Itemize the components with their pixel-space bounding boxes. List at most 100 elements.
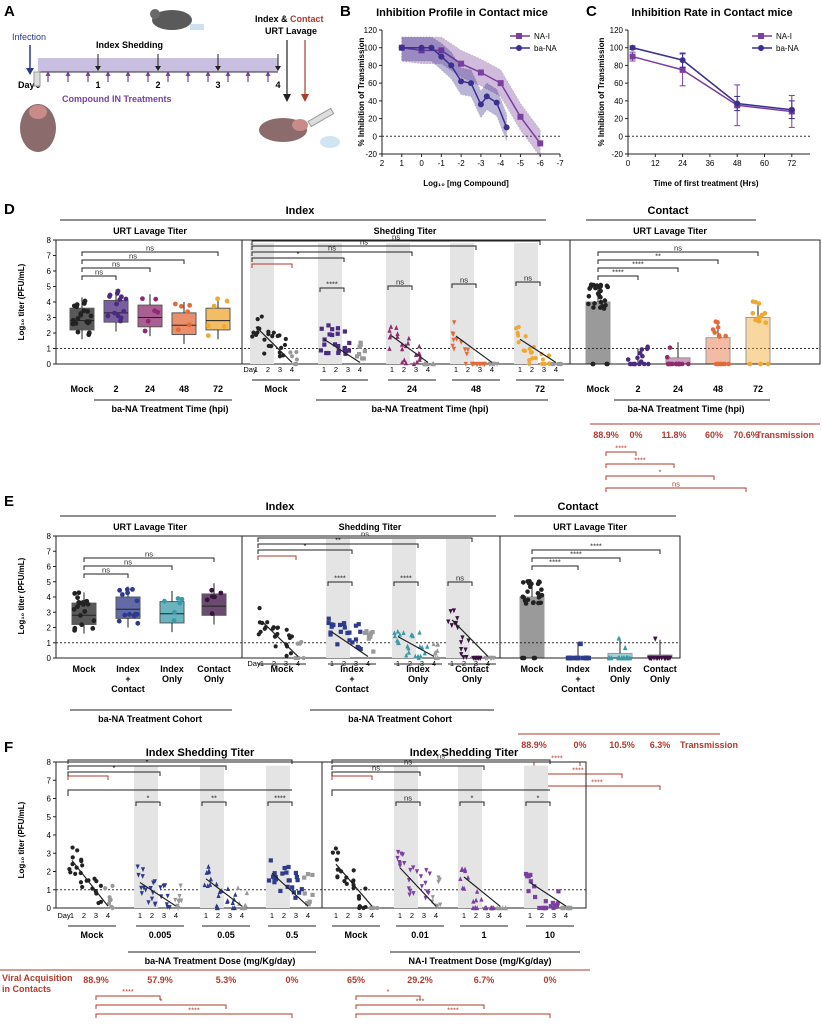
sig-label: ns: [145, 550, 153, 559]
data-point: [493, 99, 500, 106]
day-label: 4: [554, 365, 558, 374]
data-point: [423, 880, 428, 886]
data-point: [76, 600, 82, 605]
data-point: [233, 891, 238, 897]
data-point: [679, 66, 686, 73]
data-point: [85, 601, 91, 607]
data-point: [106, 901, 111, 906]
sig-bracket: [331, 789, 550, 796]
data-point: [387, 327, 392, 333]
data-point: [362, 630, 368, 636]
series-line: [632, 55, 792, 113]
data-point: [224, 298, 230, 304]
sig-label: *: [146, 758, 149, 767]
data-point: [262, 337, 267, 342]
data-point: [118, 315, 124, 321]
legend-square-icon: [516, 33, 522, 39]
data-point: [326, 620, 331, 626]
sig-bracket: [83, 557, 215, 562]
f-plot-area: 1 2 3 4 1 2 3 4 1 2 3 4 1 2 3 4 1 2 3 4 1 2 3 4 1 2 3 4 1 2 3 4****nsns…: [56, 752, 586, 920]
data-point: [86, 319, 92, 325]
data-point: [602, 298, 608, 303]
data-point: [297, 641, 303, 646]
sig-bracket: [597, 267, 679, 272]
chart-b-title: Inhibition Profile in Contact mice: [376, 7, 548, 19]
data-point: [419, 884, 424, 889]
sig-label: ns: [372, 764, 380, 773]
data-point: [521, 655, 527, 661]
data-point: [578, 641, 583, 647]
day-label: 2: [530, 365, 534, 374]
data-point: [645, 344, 650, 350]
data-point: [162, 598, 167, 604]
e-urt-contact-title: URT Lavage Titer: [553, 522, 627, 532]
category-label: Index: [608, 664, 632, 674]
y-tick-label: 4: [47, 831, 52, 840]
data-point: [408, 888, 413, 894]
data-point: [173, 897, 178, 903]
legend-bana: ba-NA: [534, 44, 557, 53]
data-point: [606, 655, 612, 661]
data-point: [351, 885, 356, 891]
data-point: [422, 650, 427, 656]
y-tick-label: 100: [610, 44, 624, 53]
sig-label: ns: [392, 233, 400, 242]
data-point: [288, 350, 293, 355]
data-point: [497, 80, 504, 87]
data-point: [398, 44, 405, 51]
data-point: [140, 867, 146, 873]
data-point: [338, 869, 344, 874]
data-point: [139, 891, 144, 896]
f-viral-row: 88.9% 57.9% 5.3% 0% 65% 29.2% 6.7% 0%: [83, 975, 556, 985]
sig-label: ns: [404, 794, 412, 803]
data-point: [293, 361, 298, 367]
data-point: [460, 635, 465, 641]
data-point: [164, 902, 169, 908]
panel-c: C Inhibition Rate in Contact mice % Inhi…: [586, 3, 810, 188]
day-label: 2: [282, 911, 286, 920]
sig-label: ns: [124, 558, 132, 567]
sig-label: ns: [672, 480, 680, 489]
category-label: Only: [610, 674, 630, 684]
y-tick-label: 6: [47, 563, 52, 572]
sig-label: ns: [361, 530, 369, 539]
e-urt-title: URT Lavage Titer: [113, 522, 187, 532]
data-point: [527, 358, 532, 363]
data-point: [127, 611, 132, 617]
data-point: [438, 47, 445, 54]
data-point: [471, 898, 476, 904]
panel-d: D Index Contact URT Lavage Titer Sheddin…: [4, 201, 821, 492]
data-point: [462, 885, 467, 891]
data-point: [259, 314, 264, 319]
data-point: [134, 598, 140, 604]
category-label: 72: [753, 384, 763, 394]
day1-shading: [458, 765, 482, 908]
data-point: [91, 618, 97, 624]
x-tick-label: 1: [400, 159, 405, 168]
data-point: [121, 308, 127, 314]
sig-label: ****: [326, 280, 338, 289]
y-tick-label: 0: [619, 132, 624, 141]
data-point: [476, 655, 481, 661]
data-point: [400, 359, 405, 365]
data-point: [205, 323, 211, 329]
data-point: [483, 93, 490, 100]
transmission-value: 6.3%: [650, 740, 671, 750]
shedding-ticks: [95, 54, 281, 71]
data-point: [357, 905, 362, 911]
sig-label: ns: [396, 278, 404, 287]
day-label: 4: [240, 911, 244, 920]
day-label: 1: [462, 911, 466, 920]
data-point: [433, 655, 438, 661]
sig-label: *: [297, 250, 300, 259]
data-point: [388, 324, 394, 329]
data-point: [459, 646, 464, 652]
data-point: [232, 905, 237, 911]
data-point: [575, 655, 580, 661]
sig-bracket: [81, 275, 117, 280]
data-point: [475, 888, 480, 894]
data-point: [277, 354, 283, 359]
y-tick-label: 8: [47, 532, 52, 541]
data-point: [397, 631, 402, 637]
y-tick-label: 1: [47, 886, 52, 895]
